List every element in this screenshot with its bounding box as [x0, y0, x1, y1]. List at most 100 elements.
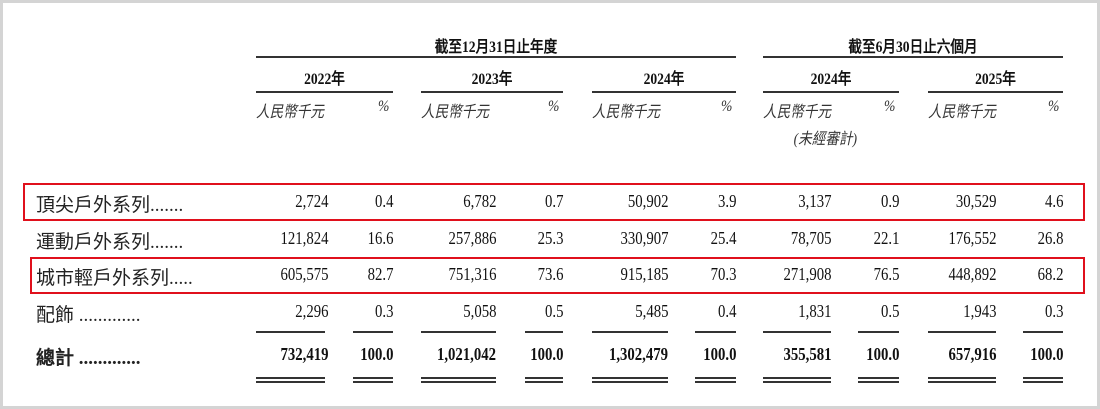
year-header: 2024年 — [643, 71, 685, 88]
cell-percent: 0.4 — [717, 301, 736, 321]
unit-pct: % — [377, 98, 390, 115]
unaudited-note: (未經審計) — [793, 131, 858, 148]
total-double-rule — [353, 377, 393, 379]
row-label: 總計 ............. — [36, 348, 141, 369]
unit-amount: 人民幣千元 — [763, 104, 832, 121]
subtotal-rule — [763, 331, 831, 333]
cell-amount: 50,902 — [627, 191, 668, 211]
cell-percent: 100.0 — [865, 344, 899, 364]
highlight-box — [30, 257, 1085, 294]
cell-amount: 78,705 — [790, 228, 831, 248]
row-label: 運動戶外系列....... — [36, 232, 184, 253]
year-rule — [256, 91, 393, 93]
row-label: 配飾 ............. — [36, 305, 141, 326]
subtotal-rule — [353, 331, 393, 333]
cell-percent: 100.0 — [702, 344, 736, 364]
unit-amount: 人民幣千元 — [256, 104, 325, 121]
year-rule — [592, 91, 736, 93]
total-double-rule — [928, 377, 996, 379]
total-double-rule — [592, 381, 668, 383]
total-double-rule — [763, 377, 831, 379]
unit-pct: % — [720, 98, 733, 115]
total-double-rule — [256, 381, 325, 383]
cell-amount: 1,021,042 — [436, 344, 496, 364]
cell-amount: 30,529 — [955, 191, 996, 211]
total-double-rule — [421, 377, 496, 379]
cell-amount: 605,575 — [280, 264, 328, 284]
year-header: 2022年 — [304, 71, 345, 88]
cell-amount: 3,137 — [797, 191, 831, 211]
cell-percent: 0.5 — [544, 301, 563, 321]
unit-pct: % — [1047, 98, 1060, 115]
cell-percent: 100.0 — [359, 344, 393, 364]
unit-pct: % — [547, 98, 560, 115]
cell-amount: 1,943 — [962, 301, 996, 321]
cell-amount: 1,831 — [797, 301, 831, 321]
cell-percent: 100.0 — [529, 344, 563, 364]
unit-amount: 人民幣千元 — [421, 104, 490, 121]
cell-amount: 2,724 — [294, 191, 328, 211]
cell-amount: 271,908 — [783, 264, 831, 284]
year-header: 2023年 — [471, 71, 513, 88]
cell-amount: 121,824 — [280, 228, 328, 248]
group-rule — [763, 56, 1063, 58]
year-rule — [928, 91, 1063, 93]
total-double-rule — [928, 381, 996, 383]
year-header: 2025年 — [975, 71, 1016, 88]
total-double-rule — [525, 377, 563, 379]
cell-amount: 2,296 — [294, 301, 328, 321]
total-double-rule — [525, 381, 563, 383]
cell-percent: 0.5 — [880, 301, 899, 321]
subtotal-rule — [421, 331, 496, 333]
cell-percent: 0.3 — [1044, 301, 1063, 321]
total-double-rule — [592, 377, 668, 379]
cell-amount: 5,485 — [634, 301, 668, 321]
cell-percent: 0.4 — [374, 191, 393, 211]
cell-percent: 3.9 — [717, 191, 736, 211]
cell-percent: 16.6 — [367, 228, 393, 248]
cell-percent: 22.1 — [873, 228, 899, 248]
cell-amount: 257,886 — [448, 228, 496, 248]
cell-percent: 0.3 — [374, 301, 393, 321]
total-double-rule — [256, 377, 325, 379]
cell-percent: 4.6 — [1044, 191, 1063, 211]
cell-amount: 751,316 — [448, 264, 496, 284]
total-double-rule — [1023, 381, 1063, 383]
cell-amount: 6,782 — [462, 191, 496, 211]
unit-pct: % — [883, 98, 896, 115]
subtotal-rule — [858, 331, 899, 333]
group-header-halfyear: 截至6月30日止六個月 — [848, 39, 978, 56]
year-rule — [763, 91, 899, 93]
year-rule — [421, 91, 563, 93]
total-double-rule — [353, 381, 393, 383]
total-double-rule — [695, 381, 736, 383]
cell-amount: 176,552 — [948, 228, 996, 248]
row-label: 城市輕戶外系列..... — [36, 268, 193, 289]
cell-percent: 0.9 — [880, 191, 899, 211]
cell-amount: 915,185 — [620, 264, 668, 284]
cell-amount: 732,419 — [280, 344, 328, 364]
subtotal-rule — [928, 331, 996, 333]
year-header: 2024年 — [810, 71, 852, 88]
group-header-annual: 截至12月31日止年度 — [434, 39, 558, 56]
total-double-rule — [1023, 377, 1063, 379]
group-rule — [256, 56, 736, 58]
cell-percent: 100.0 — [1029, 344, 1063, 364]
cell-percent: 68.2 — [1037, 264, 1063, 284]
cell-amount: 330,907 — [620, 228, 668, 248]
cell-percent: 70.3 — [710, 264, 736, 284]
cell-percent: 25.4 — [710, 228, 736, 248]
cell-percent: 26.8 — [1037, 228, 1063, 248]
cell-amount: 1,302,479 — [608, 344, 668, 364]
cell-amount: 355,581 — [783, 344, 831, 364]
cell-percent: 76.5 — [873, 264, 899, 284]
total-double-rule — [858, 381, 899, 383]
cell-amount: 5,058 — [462, 301, 496, 321]
subtotal-rule — [525, 331, 563, 333]
subtotal-rule — [1023, 331, 1063, 333]
unit-amount: 人民幣千元 — [592, 104, 661, 121]
cell-percent: 73.6 — [537, 264, 563, 284]
cell-percent: 25.3 — [537, 228, 563, 248]
subtotal-rule — [592, 331, 668, 333]
